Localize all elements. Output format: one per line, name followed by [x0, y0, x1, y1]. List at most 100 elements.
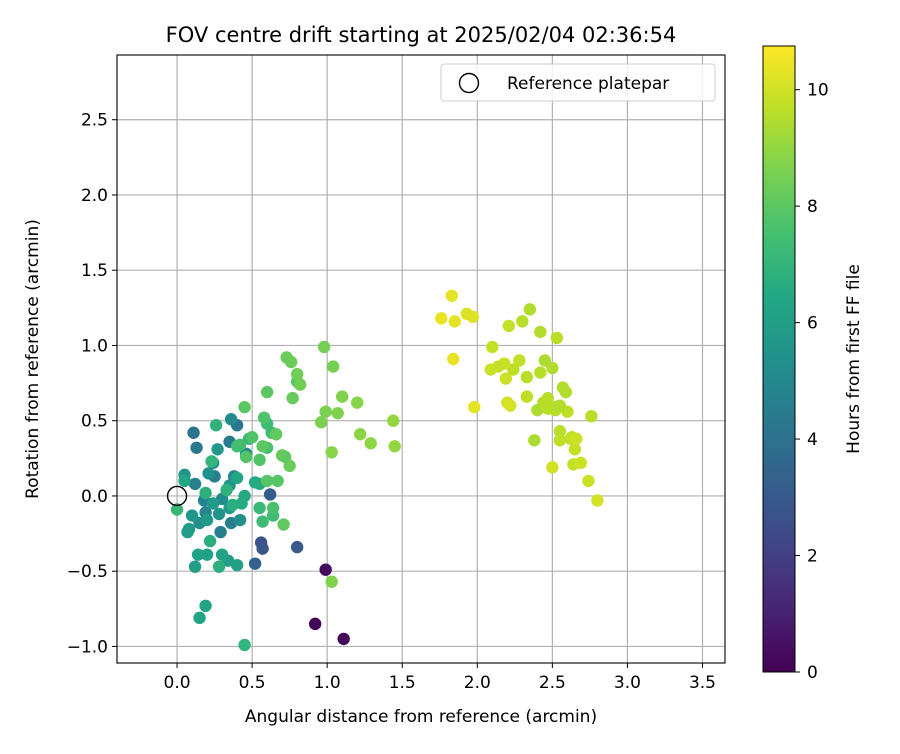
data-point: [193, 611, 206, 625]
data-point: [546, 461, 559, 474]
y-tick-label: 1.5: [81, 261, 108, 281]
x-tick-label: 2.0: [464, 673, 491, 693]
data-point: [559, 385, 573, 399]
data-point: [190, 441, 203, 454]
data-point: [350, 396, 364, 409]
data-point: [185, 509, 199, 522]
data-point: [504, 399, 517, 412]
data-point: [233, 438, 247, 451]
data-point: [331, 406, 344, 420]
data-point: [269, 428, 283, 441]
data-point: [209, 419, 223, 432]
data-point: [200, 513, 214, 527]
colorbar-label: Hours from first FF file: [844, 264, 864, 454]
y-axis-ticks: −1.0 −0.5 0.0 0.5 1.0 1.5 2.0 2.5: [67, 111, 117, 657]
colorbar-tick-label: 2: [807, 547, 818, 567]
data-point: [238, 400, 251, 414]
data-point: [253, 501, 266, 515]
x-tick-label: 3.5: [689, 673, 716, 693]
reference-marker: [166, 485, 188, 507]
data-point: [520, 370, 534, 384]
data-point: [534, 366, 547, 379]
data-point: [191, 548, 205, 561]
y-tick-label: 1.0: [81, 336, 108, 356]
data-point: [199, 599, 212, 613]
data-point: [188, 477, 202, 491]
data-point: [230, 558, 244, 572]
colorbar-tick-label: 8: [807, 197, 818, 217]
data-point: [325, 575, 338, 588]
grid: [117, 55, 725, 663]
data-point: [205, 455, 218, 468]
data-point: [550, 331, 564, 345]
x-axis-label: Angular distance from reference (arcmin): [245, 707, 597, 727]
colorbar-tick-label: 10: [807, 81, 829, 101]
data-point: [260, 385, 274, 399]
data-point: [202, 467, 215, 480]
x-tick-label: 0.0: [164, 673, 191, 693]
data-point: [220, 483, 233, 497]
data-point: [574, 456, 588, 470]
data-point: [435, 312, 448, 325]
data-point: [211, 443, 224, 456]
data-point: [233, 513, 247, 527]
data-point: [319, 405, 332, 418]
y-tick-label: 2.0: [81, 186, 108, 206]
data-point: [170, 503, 184, 516]
data-point: [492, 360, 505, 373]
y-tick-label: 0.0: [81, 487, 108, 507]
data-point: [513, 354, 526, 367]
plot-frame: [116, 54, 726, 664]
legend-box: [440, 63, 716, 102]
data-point: [278, 450, 292, 464]
data-point: [317, 340, 331, 354]
data-point: [507, 363, 520, 376]
data-point: [256, 440, 269, 453]
data-point: [337, 632, 350, 646]
data-point: [314, 416, 328, 429]
legend: Reference platepar: [440, 63, 716, 102]
data-point: [326, 360, 340, 373]
data-point: [528, 434, 541, 447]
data-point: [230, 471, 244, 485]
data-point: [516, 315, 529, 328]
data-point: [468, 400, 481, 414]
y-tick-label: 2.5: [81, 111, 108, 131]
data-point: [290, 367, 304, 381]
data-point: [448, 315, 461, 328]
data-point: [388, 440, 401, 453]
data-point: [178, 474, 191, 488]
legend-label: Reference platepar: [507, 74, 669, 94]
data-point: [253, 453, 266, 467]
x-tick-label: 1.5: [389, 673, 416, 693]
data-point: [568, 443, 582, 456]
data-point: [290, 540, 304, 554]
data-point: [245, 431, 259, 444]
data-points: [170, 289, 604, 652]
data-point: [271, 474, 284, 488]
data-point: [266, 501, 280, 515]
data-point: [325, 446, 338, 459]
data-point: [257, 411, 271, 424]
data-point: [200, 548, 214, 561]
colorbar-ticks: 0 2 4 6 8 10: [795, 81, 829, 683]
data-point: [585, 409, 598, 423]
data-point: [224, 412, 238, 426]
data-point: [256, 542, 269, 555]
colorbar-tick-label: 4: [807, 430, 818, 450]
data-point: [319, 563, 332, 576]
y-tick-label: 0.5: [81, 412, 108, 432]
x-tick-label: 1.0: [314, 673, 341, 693]
legend-marker-icon: [458, 72, 480, 94]
data-point: [248, 557, 262, 570]
data-point: [260, 474, 274, 488]
data-point: [214, 525, 227, 539]
colorbar: 0 2 4 6 8 10 Hours from first FF file: [762, 45, 864, 683]
y-tick-label: −0.5: [67, 562, 108, 582]
data-point: [445, 289, 458, 302]
data-point: [499, 372, 513, 385]
data-point: [553, 434, 567, 447]
data-point: [486, 340, 499, 354]
data-point: [293, 378, 307, 391]
